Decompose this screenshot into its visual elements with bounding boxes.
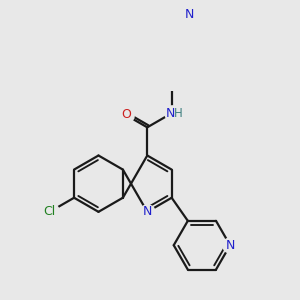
Text: O: O: [121, 108, 131, 122]
Text: N: N: [166, 107, 175, 120]
Text: N: N: [185, 8, 194, 21]
Text: Cl: Cl: [44, 205, 56, 218]
Text: N: N: [225, 239, 235, 252]
Text: N: N: [142, 205, 152, 218]
Text: H: H: [174, 107, 183, 120]
